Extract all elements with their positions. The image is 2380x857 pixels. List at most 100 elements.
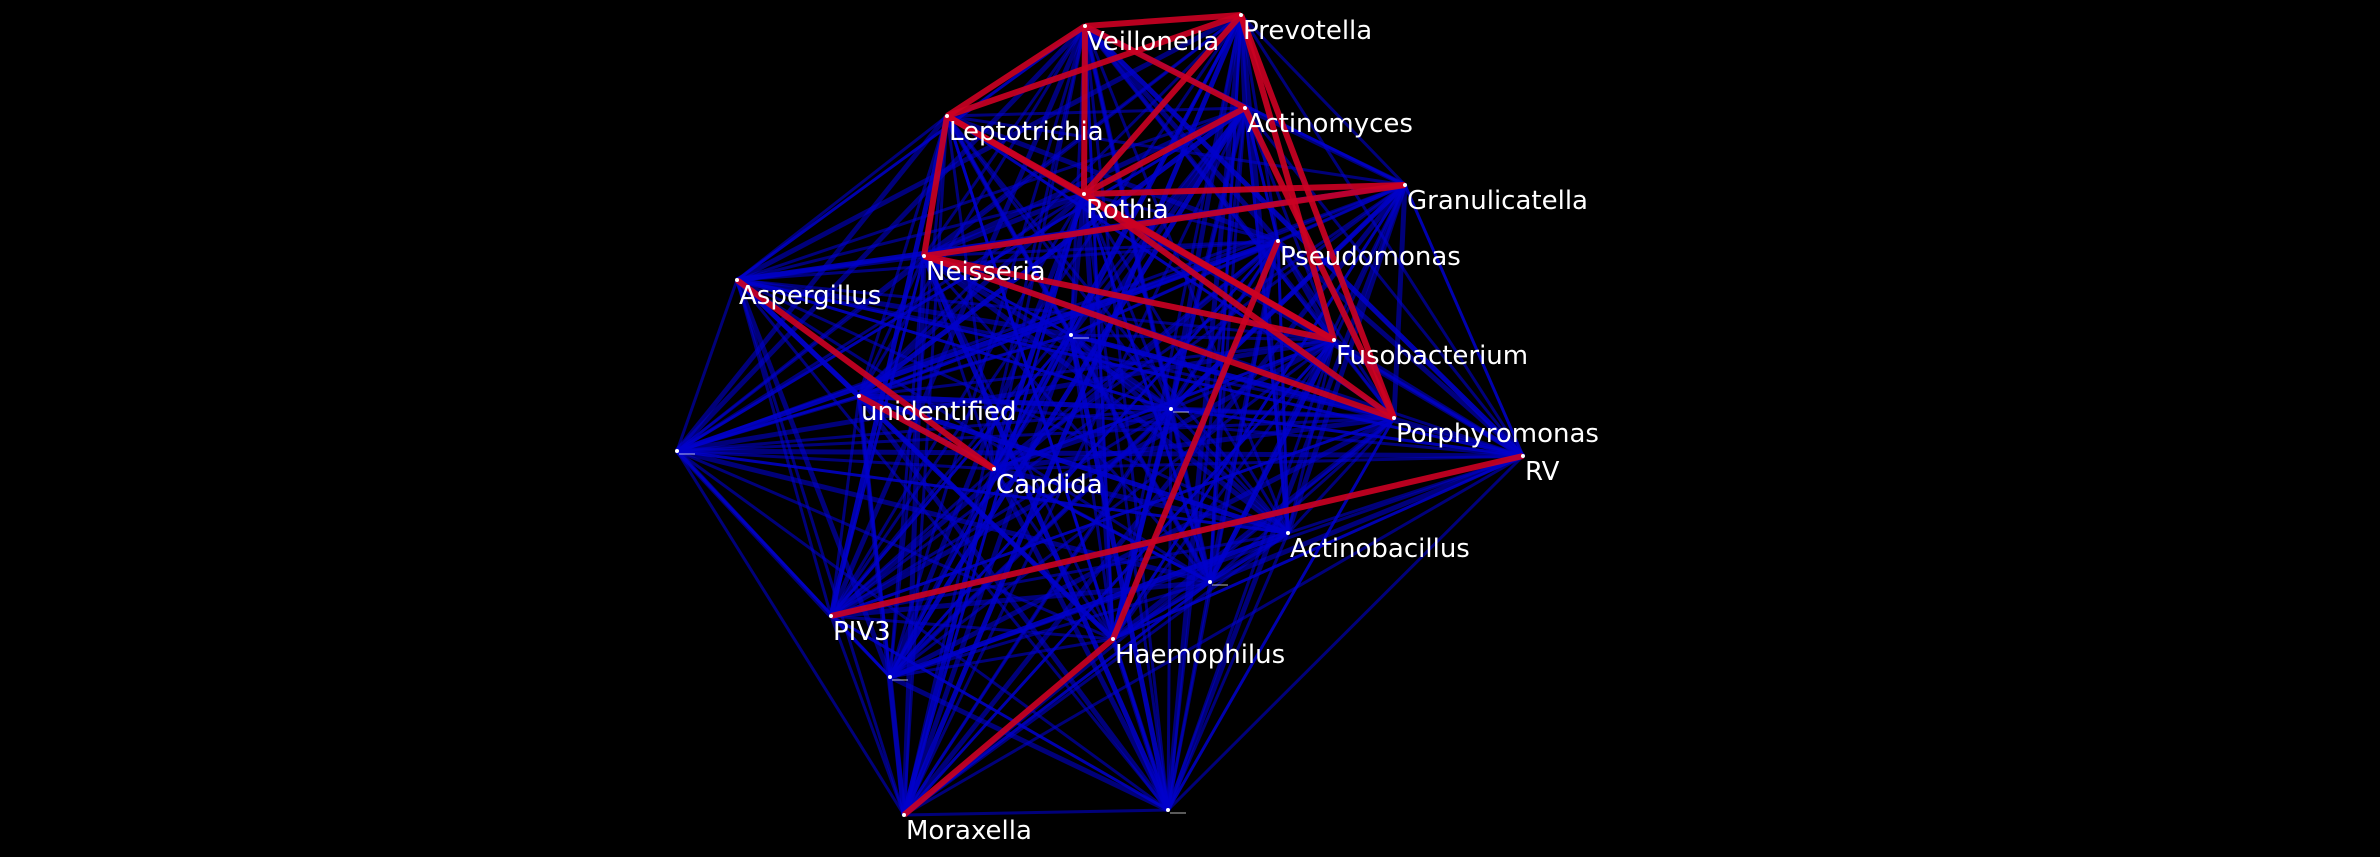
node-label-leptotrichia: Leptotrichia — [949, 117, 1104, 147]
positive-edge-neisseria-moraxella — [901, 255, 927, 816]
node-dot-actinobacillus — [1286, 531, 1290, 535]
positive-edge-u1-u2 — [676, 333, 1072, 453]
positive-edge-u1-u5 — [675, 449, 892, 679]
node-u6 — [1166, 808, 1186, 814]
node-label-rothia: Rothia — [1086, 195, 1169, 225]
positive-edge-prevotella-aspergillus — [735, 12, 1243, 283]
node-label-unidentified: unidentified — [861, 397, 1016, 427]
positive-edge-u2-u4 — [1069, 334, 1212, 583]
positive-edge-candida-u4 — [993, 467, 1211, 584]
negative-edges-layer — [735, 12, 1524, 818]
node-unidentified: unidentified — [857, 394, 1016, 427]
node-dot-u3 — [1169, 407, 1173, 411]
positive-edge-u2-u5 — [888, 334, 1073, 678]
negative-edge-veillonella-actinomyces — [1083, 23, 1247, 111]
positive-edge-neisseria-aspergillus — [736, 253, 925, 283]
positive-edge-veillonella-u1 — [675, 24, 1087, 453]
node-dot-porphyromonas — [1392, 416, 1396, 420]
negative-edge-piv3-rv — [830, 453, 1524, 619]
node-dot-rothia — [1082, 192, 1086, 196]
node-neisseria: Neisseria — [922, 254, 1046, 287]
node-dot-veillonella — [1083, 24, 1087, 28]
positive-edge-u3-u5 — [888, 407, 1173, 679]
node-label-moraxella: Moraxella — [906, 816, 1032, 846]
positive-edge-actinomyces-u5 — [887, 106, 1248, 679]
node-rv: RV — [1521, 454, 1560, 487]
positive-edge-u2-u3 — [1069, 332, 1173, 412]
node-dot-candida — [992, 467, 996, 471]
negative-edge-actinomyces-rothia — [1082, 105, 1247, 197]
node-label-piv3: PIV3 — [833, 617, 891, 647]
node-label-actinobacillus: Actinobacillus — [1290, 534, 1470, 564]
negative-edge-neisseria-fusobacterium — [923, 253, 1335, 343]
node-haemophilus: Haemophilus — [1111, 637, 1285, 670]
positive-edge-moraxella-u3 — [902, 408, 1173, 816]
positive-edge-moraxella-u4 — [903, 580, 1211, 817]
positive-edge-aspergillus-u1 — [675, 279, 739, 452]
node-porphyromonas: Porphyromonas — [1392, 416, 1599, 449]
node-fusobacterium: Fusobacterium — [1332, 338, 1528, 371]
negative-edge-prevotella-fusobacterium — [1238, 14, 1337, 341]
node-aspergillus: Aspergillus — [735, 278, 881, 311]
node-label-fusobacterium: Fusobacterium — [1336, 341, 1528, 371]
positive-edge-u3-u6 — [1166, 408, 1173, 811]
node-actinomyces: Actinomyces — [1243, 106, 1413, 139]
positive-edge-aspergillus-u2 — [736, 277, 1072, 338]
node-dot-aspergillus — [735, 278, 739, 282]
positive-edge-leptotrichia-aspergillus — [736, 114, 948, 282]
node-dot-neisseria — [922, 254, 926, 258]
negative-edge-prevotella-rothia — [1081, 13, 1244, 196]
positive-edge-moraxella-u6 — [903, 808, 1169, 817]
node-label-candida: Candida — [996, 470, 1103, 500]
positive-edge-rv-haemophilus — [1112, 454, 1524, 641]
node-label-aspergillus: Aspergillus — [739, 281, 881, 311]
positive-edge-pseudomonas-aspergillus — [736, 239, 1279, 282]
node-rothia: Rothia — [1082, 192, 1169, 225]
node-label-porphyromonas: Porphyromonas — [1396, 419, 1599, 449]
node-label-rv: RV — [1525, 457, 1560, 487]
positive-edge-rothia-aspergillus — [736, 192, 1085, 282]
negative-edge-veillonella-prevotella — [1084, 12, 1242, 29]
positive-edge-leptotrichia-u1 — [675, 114, 949, 453]
positive-edge-pseudomonas-neisseria — [923, 239, 1279, 258]
positive-edge-granulicatella-rv — [1403, 184, 1525, 457]
positive-edge-u3-u4 — [1169, 408, 1212, 583]
node-dot-u5 — [888, 675, 892, 679]
positive-edge-moraxella-u2 — [901, 334, 1074, 816]
negative-edge-aspergillus-candida — [735, 277, 996, 472]
positive-edge-pseudomonas-u1 — [676, 238, 1279, 454]
positive-edge-actinomyces-pseudomonas — [1243, 107, 1280, 242]
node-candida: Candida — [992, 467, 1103, 500]
positive-edge-neisseria-u5 — [888, 255, 926, 678]
positive-edge-haemophilus-u6 — [1110, 638, 1171, 811]
node-leptotrichia: Leptotrichia — [945, 114, 1104, 147]
node-dot-u1 — [675, 449, 679, 453]
positive-edge-veillonella-aspergillus — [736, 24, 1086, 282]
positive-edge-candida-u3 — [993, 406, 1172, 472]
positive-edge-porphyromonas-u6 — [1166, 417, 1396, 811]
positive-edge-piv3-u6 — [830, 614, 1169, 812]
node-label-pseudomonas: Pseudomonas — [1280, 242, 1461, 272]
positive-edge-u5-u6 — [888, 674, 1170, 813]
node-dot-rv — [1521, 454, 1525, 458]
positive-edge-u1-u4 — [676, 448, 1211, 585]
node-dot-haemophilus — [1111, 637, 1115, 641]
positive-edge-actinobacillus-u5 — [889, 530, 1289, 680]
positive-edge-aspergillus-piv3 — [735, 279, 833, 617]
node-dot-piv3 — [829, 614, 833, 618]
positive-edge-haemophilus-u3 — [1110, 408, 1174, 640]
positive-edge-actinomyces-moraxella — [902, 107, 1247, 816]
node-label-veillonella: Veillonella — [1087, 27, 1219, 57]
node-label-prevotella: Prevotella — [1243, 16, 1372, 46]
positive-edge-rv-u3 — [1170, 407, 1524, 458]
positive-edge-actinobacillus-u2 — [1069, 333, 1290, 535]
positive-edge-moraxella-u1 — [675, 450, 906, 816]
node-label-granulicatella: Granulicatella — [1407, 186, 1588, 216]
positive-edge-aspergillus-u3 — [736, 278, 1172, 411]
positive-edge-haemophilus-u5 — [889, 637, 1114, 679]
negative-edge-unidentified-candida — [857, 393, 996, 472]
positive-edge-fusobacterium-u6 — [1166, 339, 1336, 811]
positive-edge-unidentified-piv3 — [829, 395, 861, 617]
positive-edge-u4-u5 — [889, 580, 1211, 679]
positive-edge-unidentified-haemophilus — [857, 394, 1115, 641]
